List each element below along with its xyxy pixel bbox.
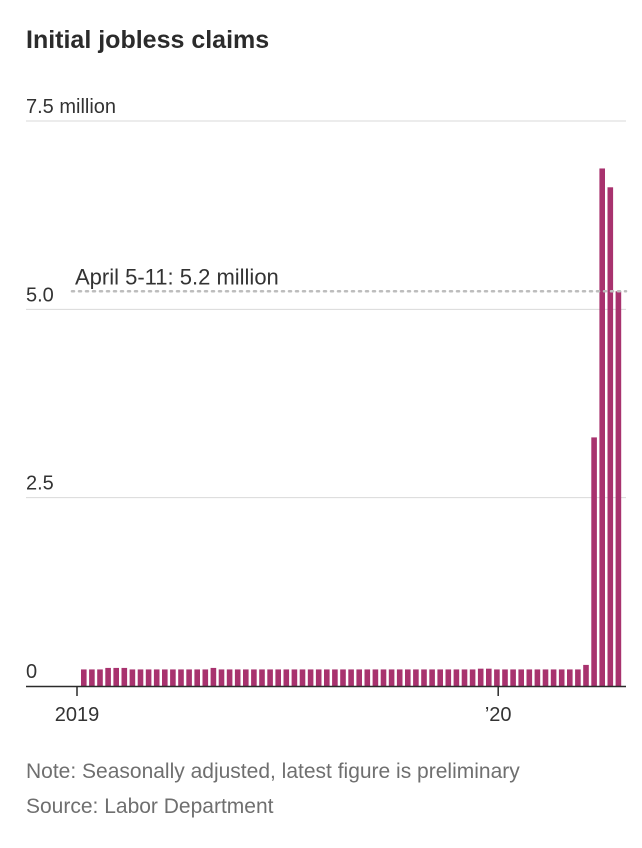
bar — [526, 669, 533, 686]
bar — [291, 669, 298, 686]
bar — [178, 669, 184, 686]
y-tick-label: 0 — [26, 661, 37, 683]
bar — [388, 669, 395, 686]
bar — [129, 669, 136, 686]
bar — [518, 669, 524, 686]
bar — [162, 669, 168, 686]
bar — [145, 669, 152, 686]
bar — [97, 669, 103, 686]
bar — [364, 669, 371, 686]
bar — [202, 669, 209, 686]
chart-area: 0 2.5 5.0 7.5 million April 5-11: 5.2 milli… — [26, 96, 628, 726]
bar — [283, 669, 290, 686]
chart-title: Initial jobless claims — [26, 26, 270, 54]
bar — [324, 669, 330, 686]
bar — [218, 669, 225, 686]
bar — [437, 669, 443, 686]
bar — [567, 669, 573, 686]
bar — [170, 669, 176, 686]
bar — [469, 669, 476, 686]
bar — [121, 667, 128, 686]
bar — [405, 669, 411, 686]
y-tick-label: 7.5 million — [26, 96, 116, 118]
bar — [113, 667, 119, 686]
bar — [615, 291, 622, 686]
bar — [348, 669, 354, 686]
bar — [583, 664, 589, 686]
bar — [332, 669, 338, 686]
y-tick-label: 5.0 — [26, 284, 54, 306]
bar — [429, 669, 435, 686]
bar — [599, 168, 605, 686]
bar — [607, 187, 614, 686]
bar — [461, 669, 468, 686]
annotation-layer: April 5-11: 5.2 million — [70, 264, 628, 293]
bar — [510, 669, 516, 686]
bar — [591, 437, 597, 686]
bar — [81, 669, 87, 686]
bar — [356, 669, 362, 686]
bar — [477, 668, 484, 686]
bar — [89, 669, 95, 686]
bar — [194, 669, 200, 686]
bar — [494, 669, 500, 686]
bar — [534, 669, 541, 686]
bar — [299, 669, 306, 686]
bar — [502, 669, 508, 686]
bar-series — [81, 168, 622, 686]
bar — [380, 669, 387, 686]
x-axis: 2019 ’20 — [26, 685, 626, 726]
bar — [340, 669, 346, 686]
bar — [105, 667, 111, 686]
annotation-label: April 5-11: 5.2 million — [75, 264, 279, 289]
bar — [307, 669, 314, 686]
source-line: Source: Labor Department — [26, 795, 274, 818]
bar — [575, 669, 581, 686]
bar — [259, 669, 265, 686]
bar — [558, 669, 565, 686]
bar — [542, 669, 549, 686]
bar — [372, 669, 379, 686]
y-tick-label: 2.5 — [26, 473, 54, 495]
bar — [251, 669, 257, 686]
bar — [315, 669, 322, 686]
footnote: Note: Seasonally adjusted, latest figure… — [26, 760, 520, 783]
bar — [234, 669, 241, 686]
gridlines: 0 2.5 5.0 7.5 million — [26, 96, 626, 683]
bar — [243, 669, 249, 686]
bar — [210, 667, 217, 686]
bar — [421, 669, 427, 686]
bar — [453, 669, 460, 686]
bar — [413, 669, 419, 686]
bar — [137, 669, 144, 686]
bar — [226, 669, 233, 686]
bar — [445, 669, 452, 686]
bar — [186, 669, 192, 686]
bar — [275, 669, 281, 686]
bar — [153, 669, 160, 686]
x-tick-label: ’20 — [485, 704, 512, 726]
bar — [486, 668, 492, 686]
bar — [550, 669, 557, 686]
x-tick-label: 2019 — [55, 704, 100, 726]
bar — [396, 669, 403, 686]
bar — [267, 669, 273, 686]
